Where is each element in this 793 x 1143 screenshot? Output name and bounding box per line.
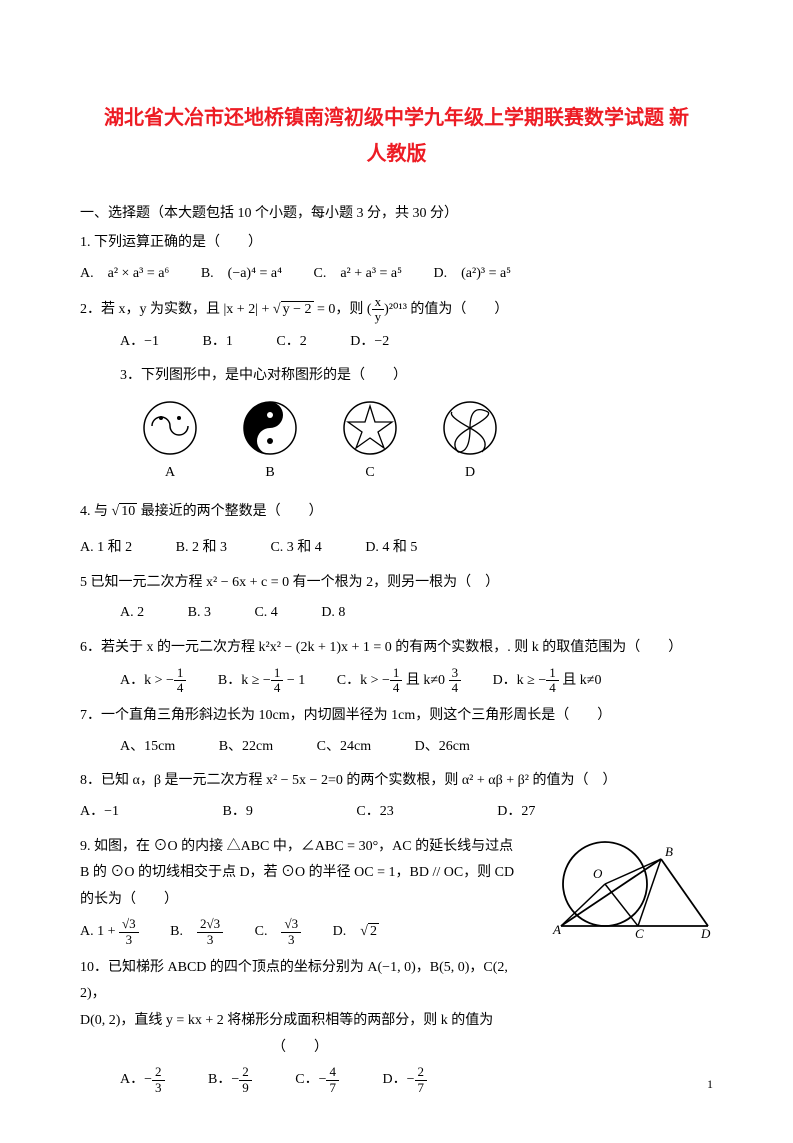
q3-label-c: C [340,460,400,487]
q1-opt-a: A. a² × a³ = a⁶ [80,261,169,288]
q8-opt-d: D．27 [497,799,535,826]
q4-opt-a: A. 1 和 2 [80,535,132,562]
question-5: 5 已知一元二次方程 x² − 6x + c = 0 有一个根为 2，则另一根为… [80,570,713,627]
q3-label-d: D [440,460,500,487]
q5-opt-d: D. 8 [321,600,345,627]
question-2: 2．若 x，y 为实数，且 |x + 2| + y − 2 = 0，则 (xy)… [80,295,713,355]
q10-stem-2: D(0, 2)，直线 y = kx + 2 将梯形分成面积相等的两部分，则 k … [80,1008,520,1035]
q1-opt-d: D. (a²)³ = a⁵ [434,261,512,288]
yinyang-icon [240,398,300,458]
title-line-1: 湖北省大冶市还地桥镇南湾初级中学九年级上学期联赛数学试题 新 [104,107,689,129]
question-10: 10．已知梯形 ABCD 的四个顶点的坐标分别为 A(−1, 0)，B(5, 0… [80,955,713,1095]
q7-opt-a: A、15cm [120,734,175,761]
q3-label-a: A [140,460,200,487]
q2-options: A．−1 B．1 C．2 D．−2 [80,329,713,356]
q5-stem: 5 已知一元二次方程 x² − 6x + c = 0 有一个根为 2，则另一根为… [80,570,713,597]
page-number: 1 [707,1077,713,1092]
q10-stem-1: 10．已知梯形 ABCD 的四个顶点的坐标分别为 A(−1, 0)，B(5, 0… [80,955,520,1008]
q5-opt-c: C. 4 [254,600,277,627]
q2-stem-pre: 2．若 x，y 为实数，且 |x + 2| + [80,302,273,317]
q9-opt-c: C. √33 [255,917,301,947]
q7-opt-b: B、22cm [219,734,273,761]
q9-diagram: A B C D O [543,834,713,949]
q10-opt-d: D．−27 [382,1065,427,1095]
q6-opt-a: A．k > −14 [120,666,186,696]
q4-stem-pre: 4. 与 [80,504,112,519]
shape-yin-small-icon [140,398,200,458]
q4-opt-b: B. 2 和 3 [176,535,227,562]
q3-shape-d: D [440,398,500,487]
q8-opt-b: B．9 [223,799,253,826]
q7-opt-d: D、26cm [415,734,470,761]
section-1-heading: 一、选择题（本大题包括 10 个小题，每小题 3 分，共 30 分） [80,202,713,222]
q6-opt-c: C．k > −14 且 k≠0 34 [337,666,461,696]
sqrt-icon: y − 2 [273,297,314,324]
circle-triangle-diagram-icon: A B C D O [543,834,713,944]
q5-opt-a: A. 2 [120,600,144,627]
question-1: 1. 下列运算正确的是（ ） A. a² × a³ = a⁶ B. (−a)⁴ … [80,230,713,287]
question-7: 7．一个直角三角形斜边长为 10cm，内切圆半径为 1cm，则这个三角形周长是（… [80,703,713,760]
q10-opt-b: B．−29 [208,1065,252,1095]
q8-stem: 8．已知 α，β 是一元二次方程 x² − 5x − 2=0 的两个实数根，则 … [80,768,713,795]
fraction-xy: xy [372,295,385,325]
sqrt-icon: 2 [360,919,379,946]
q6-stem: 6．若关于 x 的一元二次方程 k²x² − (2k + 1)x + 1 = 0… [80,635,713,662]
q7-options: A、15cm B、22cm C、24cm D、26cm [80,734,713,761]
q1-opt-c: C. a² + a³ = a⁵ [313,261,402,288]
q1-stem: 1. 下列运算正确的是（ ） [80,230,713,257]
q1-opt-b: B. (−a)⁴ = a⁴ [201,261,282,288]
q9-opt-b: B. 2√33 [170,917,223,947]
q5-options: A. 2 B. 3 C. 4 D. 8 [80,600,713,627]
q9-stem: 9. 如图，在 ⊙O 的内接 △ABC 中，∠ABC = 30°，AC 的延长线… [80,834,520,914]
question-4: 4. 与 10 最接近的两个整数是（ ） A. 1 和 2 B. 2 和 3 C… [80,499,713,562]
q3-shape-c: C [340,398,400,487]
sqrt-icon: 10 [112,499,138,526]
svg-text:A: A [552,922,561,937]
q10-opt-a: A．−23 [120,1065,165,1095]
q6-opt-b: B．k ≥ −14 − 1 [218,666,305,696]
q2-opt-c: C．2 [276,329,306,356]
title-line-2: 人教版 [367,143,427,165]
question-8: 8．已知 α，β 是一元二次方程 x² − 5x − 2=0 的两个实数根，则 … [80,768,713,825]
q7-stem: 7．一个直角三角形斜边长为 10cm，内切圆半径为 1cm，则这个三角形周长是（… [80,703,713,730]
q2-stem-mid: = 0，则 ( [314,302,372,317]
q6-opt-d: D．k ≥ −14 且 k≠0 [493,666,602,696]
svg-text:B: B [665,844,673,859]
question-3: 3．下列图形中，是中心对称图形的是（ ） A B [80,363,713,486]
q10-blank: （ ） [80,1035,520,1062]
q3-shapes: A B C [140,398,713,487]
q8-opt-a: A．−1 [80,799,119,826]
q3-label-b: B [240,460,300,487]
q6-options: A．k > −14 B．k ≥ −14 − 1 C．k > −14 且 k≠0 … [80,666,713,696]
svg-text:C: C [635,926,644,941]
question-6: 6．若关于 x 的一元二次方程 k²x² − (2k + 1)x + 1 = 0… [80,635,713,695]
q9-opt-d: D. 2 [333,919,379,946]
svg-text:D: D [700,926,711,941]
q2-opt-a: A．−1 [120,329,159,356]
q2-opt-d: D．−2 [350,329,389,356]
q8-opt-c: C．23 [356,799,393,826]
svg-text:O: O [593,866,603,881]
q7-opt-c: C、24cm [317,734,371,761]
q8-options: A．−1 B．9 C．23 D．27 [80,799,713,826]
q3-stem: 3．下列图形中，是中心对称图形的是（ ） [80,363,713,390]
doc-title: 湖北省大冶市还地桥镇南湾初级中学九年级上学期联赛数学试题 新 人教版 [80,100,713,172]
q3-shape-a: A [140,398,200,487]
q9-opt-a: A. 1 + √33 [80,917,139,947]
q3-shape-b: B [240,398,300,487]
star-in-circle-icon [340,398,400,458]
q1-options: A. a² × a³ = a⁶ B. (−a)⁴ = a⁴ C. a² + a³… [80,261,713,288]
q4-opt-c: C. 3 和 4 [270,535,321,562]
q2-stem-post: )²⁰¹³ 的值为（ ） [384,302,508,317]
q5-opt-b: B. 3 [188,600,211,627]
q4-options: A. 1 和 2 B. 2 和 3 C. 3 和 4 D. 4 和 5 [80,535,713,562]
q10-opt-c: C．−47 [295,1065,339,1095]
q2-opt-b: B．1 [203,329,233,356]
three-arc-icon [440,398,500,458]
q4-stem-post: 最接近的两个整数是（ ） [137,504,323,519]
q10-options: A．−23 B．−29 C．−47 D．−27 [80,1065,713,1095]
q4-opt-d: D. 4 和 5 [365,535,417,562]
